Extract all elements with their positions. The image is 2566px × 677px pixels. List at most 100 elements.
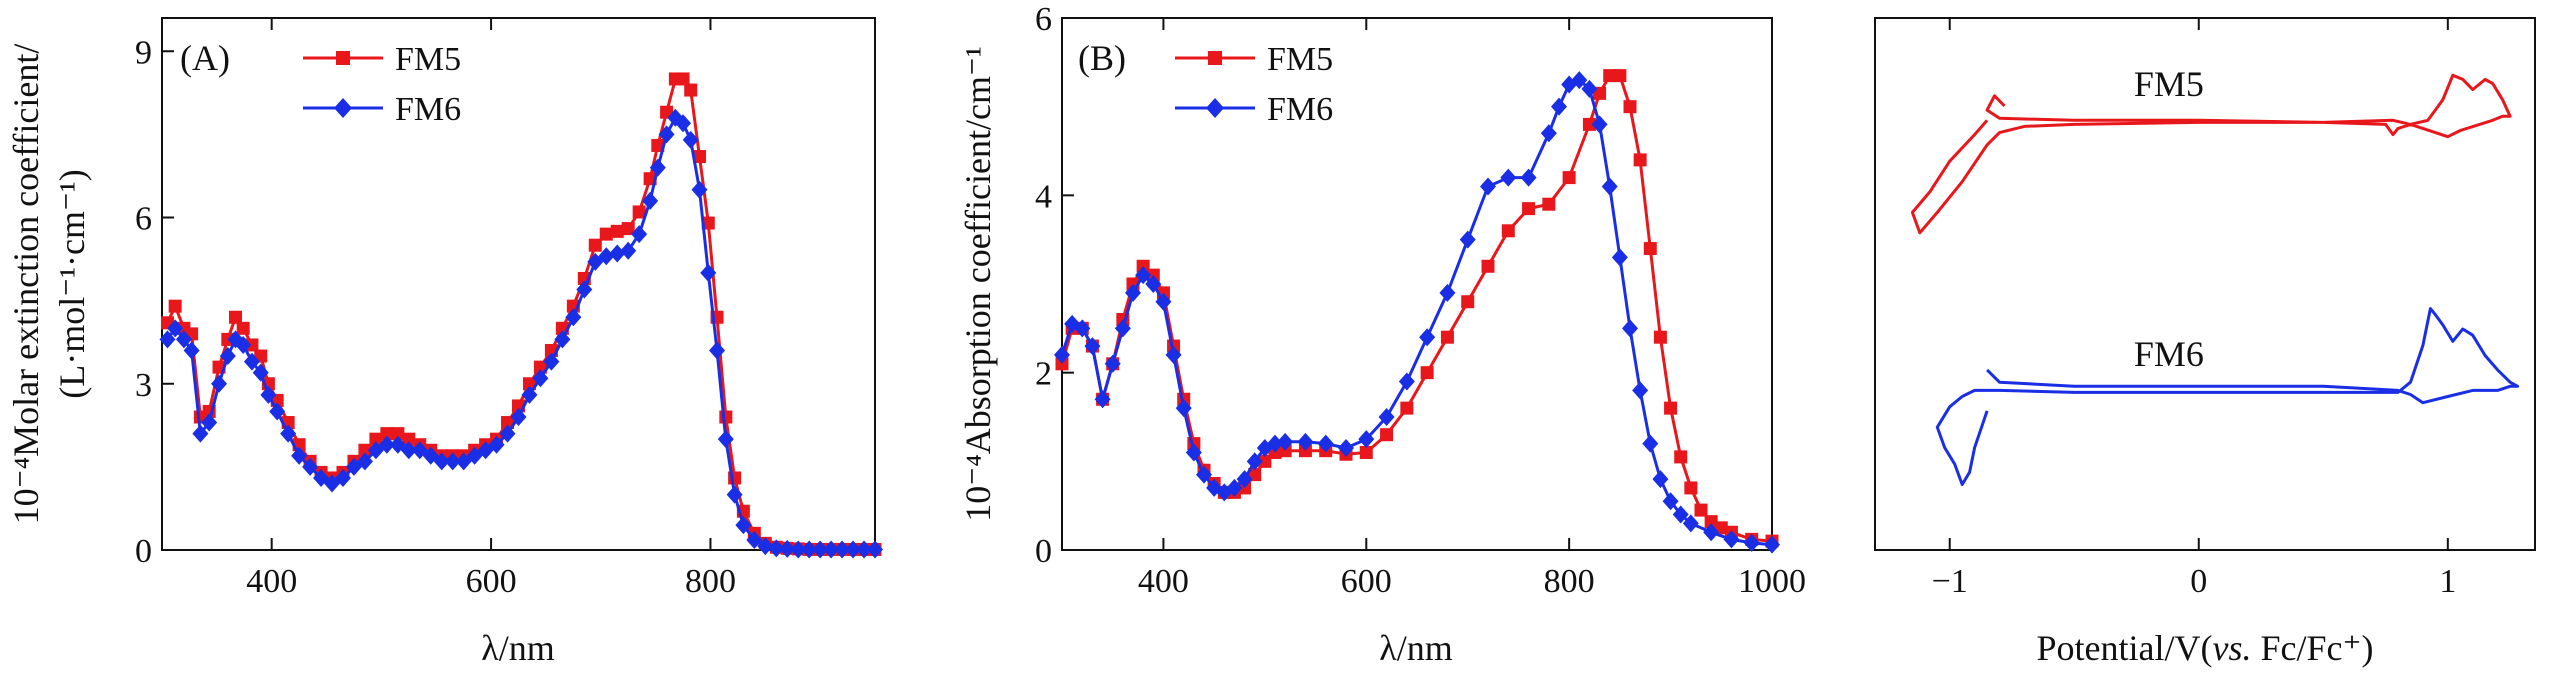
y-tick-label: 0 [1035, 533, 1052, 570]
data-point-fm6 [302, 457, 319, 476]
data-point-fm5 [1613, 69, 1627, 83]
data-point-fm6 [768, 539, 785, 558]
data-point-fm6 [565, 308, 582, 327]
data-point-fm6 [269, 402, 286, 421]
data-point-fm6 [1642, 434, 1659, 453]
data-point-fm6 [726, 485, 743, 504]
x-tick-label: 800 [1544, 563, 1595, 600]
x-tick-label: 800 [685, 563, 736, 600]
data-point-fm6 [159, 330, 176, 349]
data-point-fm6 [1622, 319, 1638, 338]
panel-a-frame [161, 17, 876, 551]
data-point-fm5 [1653, 330, 1667, 344]
data-point-fm6 [1378, 408, 1395, 426]
data-point-fm5 [245, 338, 259, 352]
data-point-fm6 [609, 244, 626, 263]
data-point-fm6 [1662, 492, 1679, 511]
data-point-fm6 [1439, 283, 1456, 302]
x-tick-label: 400 [246, 563, 297, 600]
data-point-fm6 [682, 130, 699, 149]
data-point-fm6 [1084, 337, 1101, 356]
data-point-fm6 [532, 369, 549, 388]
panel-c-xlabel: Potential/V(vs. Fc/Fc⁺) [2037, 628, 2374, 668]
data-point-fm6 [1459, 230, 1476, 249]
data-point-fm6 [1682, 514, 1699, 533]
data-point-fm5 [588, 238, 602, 252]
data-point-fm6 [243, 352, 260, 371]
data-point-fm6 [576, 280, 593, 299]
data-point-fm5 [1400, 401, 1414, 415]
data-point-fm5 [1704, 515, 1718, 529]
data-point-fm6 [1094, 390, 1111, 409]
data-point-fm6 [1145, 275, 1162, 293]
data-point-fm6 [1551, 97, 1567, 116]
legend-marker-fm5 [336, 51, 350, 65]
data-point-fm6 [1297, 432, 1314, 451]
data-point-fm6 [1114, 319, 1131, 338]
legend-marker-fm5 [1208, 51, 1222, 65]
data-point-fm6 [1135, 266, 1152, 285]
panel-b-xlabel: λ/nm [1379, 628, 1452, 668]
data-point-fm6 [717, 430, 734, 449]
data-point-fm6 [444, 452, 461, 471]
panel-b-series [1054, 69, 1780, 554]
legend-label-fm6: FM6 [1267, 91, 1333, 128]
data-point-fm6 [378, 435, 395, 454]
data-point-fm5 [1522, 202, 1536, 216]
data-point-fm6 [1601, 177, 1618, 196]
data-point-fm6 [1155, 292, 1172, 311]
panel-b-frame [1061, 17, 1773, 551]
data-point-fm6 [1743, 533, 1760, 552]
data-point-fm6 [252, 363, 269, 382]
data-point-fm6 [1196, 465, 1212, 484]
y-tick-label: 4 [1035, 178, 1052, 215]
y-tick-label: 6 [1035, 1, 1052, 38]
data-point-fm6 [1358, 430, 1375, 449]
data-point-fm6 [280, 424, 297, 443]
data-point-fm5 [1440, 330, 1454, 344]
y-tick-label: 2 [1035, 356, 1052, 393]
data-point-fm6 [812, 540, 829, 559]
data-point-fm5 [610, 224, 624, 238]
data-point-fm6 [1074, 319, 1091, 338]
data-point-fm6 [1185, 443, 1202, 462]
data-point-fm6 [400, 441, 417, 460]
legend-marker-fm6 [1206, 98, 1224, 118]
data-point-fm6 [1632, 381, 1649, 400]
data-point-fm6 [1175, 399, 1192, 418]
data-point-fm5 [1380, 428, 1394, 442]
data-point-fm6 [757, 537, 774, 556]
data-point-fm6 [867, 540, 883, 559]
legend-label-fm6: FM6 [395, 91, 461, 128]
data-point-fm6 [709, 341, 726, 360]
data-point-fm6 [642, 191, 659, 210]
data-point-fm6 [746, 531, 763, 550]
data-point-fm6 [779, 539, 796, 558]
data-point-fm6 [675, 114, 692, 133]
x-tick-label: 600 [466, 563, 517, 600]
series-line-fm5 [166, 77, 875, 551]
data-point-fm5 [533, 360, 547, 374]
y-tick-label: 3 [135, 367, 152, 404]
data-point-fm6 [334, 468, 351, 487]
data-point-fm6 [167, 319, 184, 338]
legend-label-fm5: FM5 [395, 41, 461, 78]
data-point-fm6 [700, 263, 717, 282]
data-point-fm5 [501, 416, 515, 430]
data-point-fm5 [1481, 259, 1495, 273]
data-point-fm5 [1461, 295, 1475, 309]
data-point-fm5 [1684, 481, 1698, 495]
data-point-fm6 [1581, 79, 1598, 98]
data-point-fm6 [1500, 168, 1517, 187]
data-point-fm5 [1501, 224, 1515, 238]
data-point-fm6 [735, 516, 752, 535]
data-point-fm5 [1420, 366, 1434, 380]
data-point-fm5 [391, 427, 405, 441]
data-point-fm5 [1623, 100, 1637, 114]
data-point-fm6 [1338, 439, 1354, 458]
data-point-fm5 [632, 205, 646, 219]
